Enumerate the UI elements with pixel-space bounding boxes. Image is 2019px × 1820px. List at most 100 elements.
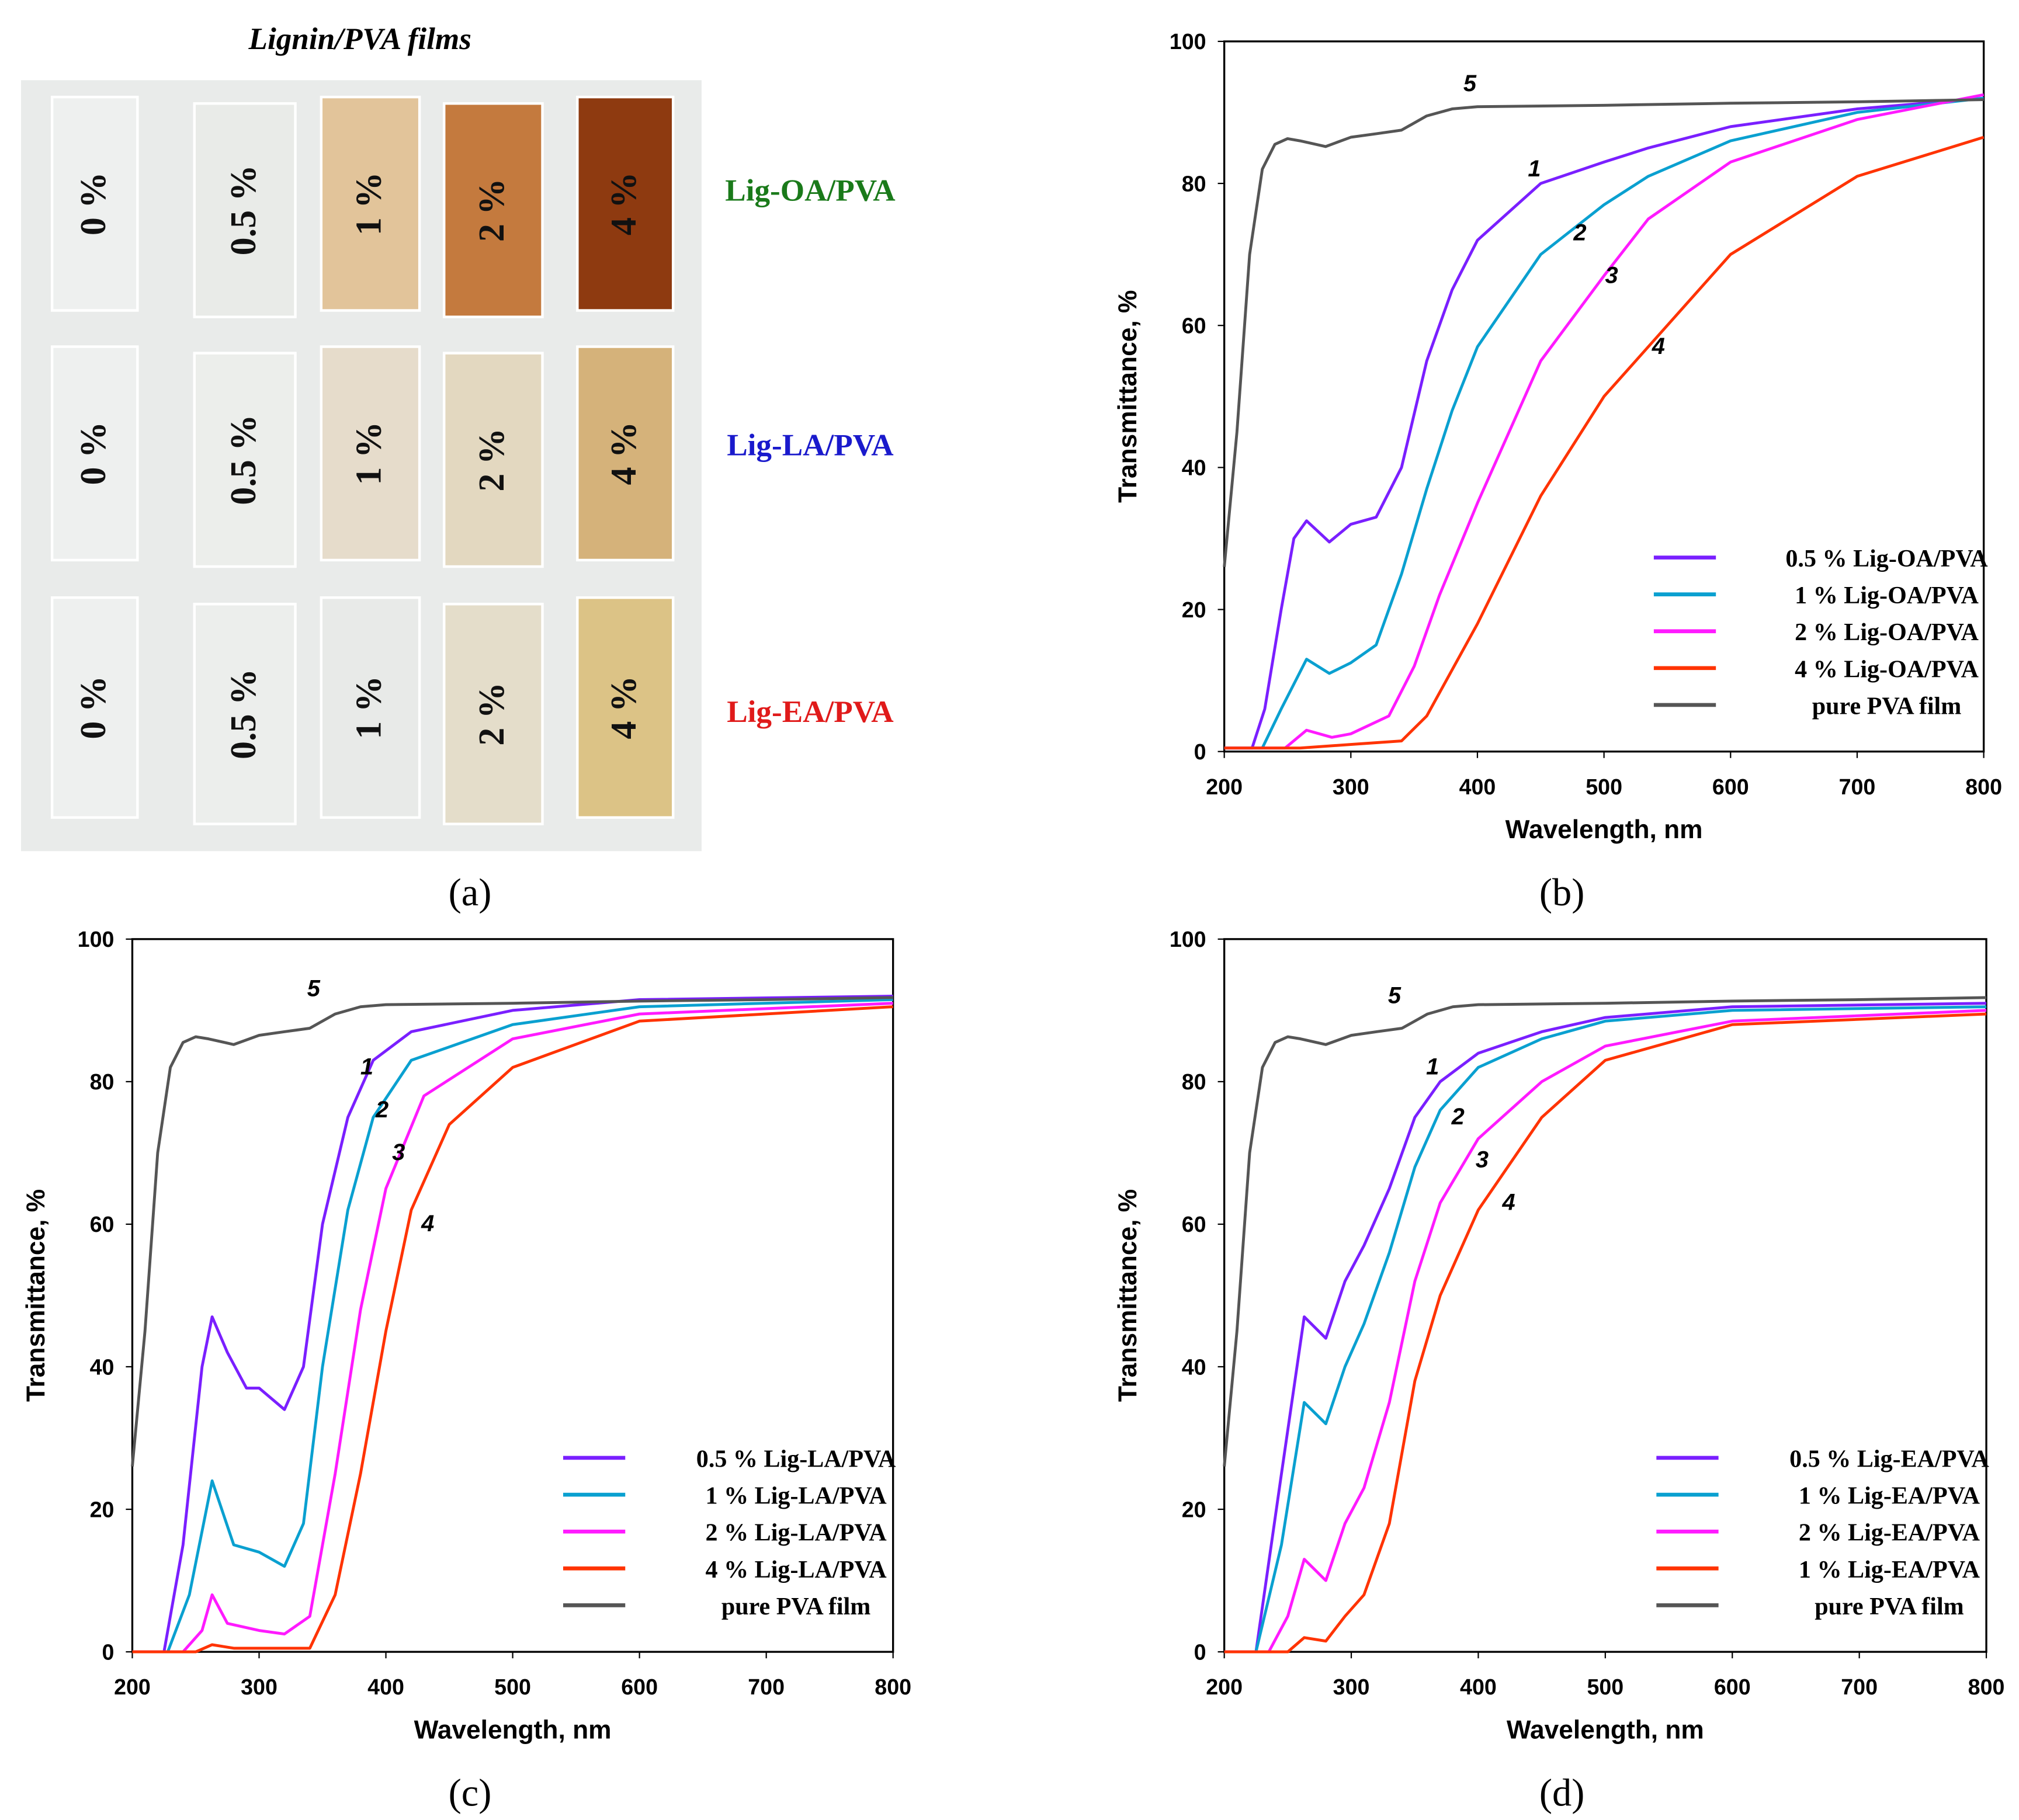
curve-number-label: 5 xyxy=(307,975,321,1001)
film-label: 2 % xyxy=(472,179,512,242)
film-label: 4 % xyxy=(604,172,644,236)
series-line xyxy=(1224,136,1985,750)
y-tick-label: 100 xyxy=(1170,29,1206,54)
y-axis-label: Transmittance, % xyxy=(22,1189,50,1402)
legend-entry: 2 % Lig-EA/PVA xyxy=(1799,1520,1980,1547)
panel-caption: (d) xyxy=(1539,1772,1584,1815)
film-sample xyxy=(320,95,421,312)
x-tick-label: 700 xyxy=(748,1675,785,1699)
film-sample xyxy=(576,596,675,819)
curve-number-label: 2 xyxy=(1573,220,1586,245)
chart-b: 200 300 400 500 600 700 800 0 20 40 60 80 100 Wavelen… xyxy=(1113,29,2002,914)
film-sample xyxy=(50,345,139,562)
film-label: 1 % xyxy=(349,676,389,739)
curve-number-label: 2 xyxy=(375,1097,388,1123)
series-line xyxy=(132,1002,893,1654)
series-line xyxy=(1224,93,1985,750)
x-tick-label: 600 xyxy=(1714,1675,1751,1699)
film-label: 2 % xyxy=(472,682,512,746)
y-axis-label: Transmittance, % xyxy=(1113,290,1142,503)
film-label: 0 % xyxy=(74,422,113,485)
curve-number-label: 1 xyxy=(1528,156,1541,182)
panel-caption: (b) xyxy=(1539,871,1584,914)
series-line xyxy=(132,995,893,1654)
series-line xyxy=(1224,96,1984,750)
photo-title: Lignin/PVA films xyxy=(248,22,471,56)
x-tick-label: 200 xyxy=(1206,1675,1243,1699)
x-tick-label: 400 xyxy=(1460,1675,1497,1699)
legend-entry: 2 % Lig-OA/PVA xyxy=(1795,619,1979,646)
curve-number-label: 3 xyxy=(392,1140,405,1165)
row-label: Lig-OA/PVA xyxy=(725,173,895,207)
x-tick-label: 200 xyxy=(1206,774,1243,799)
chart-d: 200 300 400 500 600 700 800 0 20 40 60 80 100 Wavelen… xyxy=(1113,927,2004,1815)
y-tick-label: 40 xyxy=(1182,456,1206,480)
film-label: 0 % xyxy=(74,172,113,236)
film-sample xyxy=(193,102,297,318)
y-tick-label: 40 xyxy=(90,1354,115,1379)
legend-entry: 1 % Lig-EA/PVA xyxy=(1799,1483,1980,1510)
film-label: 0.5 % xyxy=(224,415,263,505)
film-label: 0.5 % xyxy=(224,669,263,759)
film-sample xyxy=(50,95,139,312)
legend-entry: pure PVA film xyxy=(1815,1593,1964,1620)
row-label: Lig-LA/PVA xyxy=(727,429,893,463)
y-tick-label: 100 xyxy=(1170,927,1206,951)
series-line xyxy=(1223,98,1984,567)
y-tick-label: 20 xyxy=(1182,598,1206,622)
film-sample xyxy=(442,102,544,318)
film-label: 2 % xyxy=(472,428,512,491)
film-sample xyxy=(576,345,675,562)
film-sample xyxy=(320,345,421,562)
y-tick-label: 80 xyxy=(90,1069,115,1094)
film-sample xyxy=(442,352,544,568)
legend-entry: 4 % Lig-LA/PVA xyxy=(706,1557,887,1583)
series-line xyxy=(1224,1002,1987,1654)
x-tick-label: 600 xyxy=(621,1675,658,1699)
curve-number-label: 3 xyxy=(1476,1147,1489,1172)
y-tick-label: 80 xyxy=(1182,1069,1206,1094)
curve-number-label: 5 xyxy=(1388,983,1401,1009)
x-tick-label: 700 xyxy=(1839,774,1876,799)
y-tick-label: 20 xyxy=(90,1497,115,1522)
y-tick-label: 60 xyxy=(1182,1212,1206,1237)
x-tick-label: 800 xyxy=(1968,1675,2005,1699)
curve-number-label: 1 xyxy=(360,1054,373,1080)
y-axis-label: Transmittance, % xyxy=(1113,1189,1142,1402)
x-tick-label: 800 xyxy=(875,1675,911,1699)
x-tick-label: 300 xyxy=(1333,1675,1370,1699)
y-tick-label: 0 xyxy=(102,1640,115,1664)
y-tick-label: 20 xyxy=(1182,1497,1206,1522)
row-label: Lig-EA/PVA xyxy=(727,695,893,729)
film-label: 1 % xyxy=(349,422,389,485)
x-tick-label: 500 xyxy=(494,1675,531,1699)
y-tick-label: 60 xyxy=(90,1212,115,1237)
film-sample xyxy=(50,596,139,819)
film-sample xyxy=(193,352,297,568)
y-tick-label: 40 xyxy=(1182,1354,1206,1379)
caption-a: (a) xyxy=(449,871,492,914)
curve-number-label: 4 xyxy=(1652,334,1665,359)
series-line xyxy=(1224,1009,1987,1654)
legend-entry: 0.5 % Lig-EA/PVA xyxy=(1789,1446,1989,1472)
x-tick-label: 600 xyxy=(1712,774,1749,799)
film-label: 4 % xyxy=(604,422,644,485)
panel-a-photo: Lignin/PVA films 0 % 0.5 % 1 % 2 % 4 % Lig-OA… xyxy=(21,22,896,914)
x-axis-label: Wavelength, nm xyxy=(414,1715,612,1744)
legend-entry: 1 % Lig-LA/PVA xyxy=(706,1483,887,1510)
legend-entry: 2 % Lig-LA/PVA xyxy=(706,1520,887,1547)
film-sample xyxy=(193,603,297,825)
legend-entry: 4 % Lig-OA/PVA xyxy=(1795,656,1979,683)
curve-number-label: 4 xyxy=(1502,1190,1515,1215)
y-tick-label: 80 xyxy=(1182,171,1206,196)
legend-entry: 0.5 % Lig-LA/PVA xyxy=(696,1446,896,1472)
series-line xyxy=(132,1005,893,1654)
series-line xyxy=(132,998,893,1654)
film-label: 0.5 % xyxy=(224,165,263,255)
film-sample xyxy=(576,95,675,312)
x-tick-label: 500 xyxy=(1586,774,1622,799)
series-line xyxy=(131,996,893,1467)
x-tick-label: 400 xyxy=(367,1675,404,1699)
series-line xyxy=(1223,996,1987,1467)
